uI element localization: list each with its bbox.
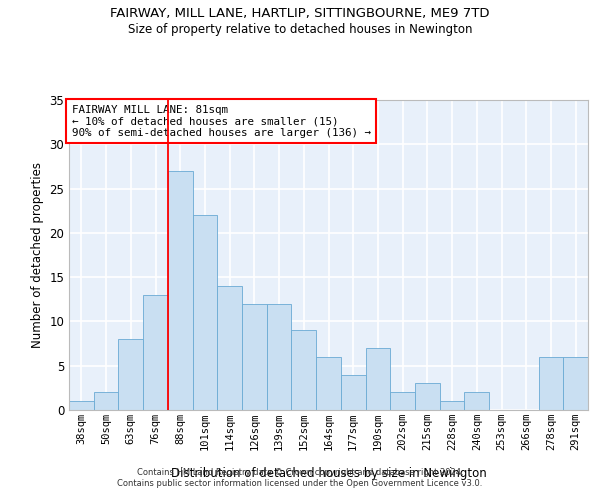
Bar — [168, 171, 193, 410]
Bar — [390, 392, 415, 410]
Bar — [69, 401, 94, 410]
Bar — [217, 286, 242, 410]
Text: FAIRWAY MILL LANE: 81sqm
← 10% of detached houses are smaller (15)
90% of semi-d: FAIRWAY MILL LANE: 81sqm ← 10% of detach… — [71, 104, 371, 138]
Bar — [316, 357, 341, 410]
Bar — [341, 374, 365, 410]
Bar — [415, 384, 440, 410]
Bar — [143, 295, 168, 410]
Bar — [267, 304, 292, 410]
Y-axis label: Number of detached properties: Number of detached properties — [31, 162, 44, 348]
Text: Size of property relative to detached houses in Newington: Size of property relative to detached ho… — [128, 22, 472, 36]
Bar — [539, 357, 563, 410]
Bar — [242, 304, 267, 410]
Bar — [193, 215, 217, 410]
Bar — [292, 330, 316, 410]
Bar — [94, 392, 118, 410]
Text: FAIRWAY, MILL LANE, HARTLIP, SITTINGBOURNE, ME9 7TD: FAIRWAY, MILL LANE, HARTLIP, SITTINGBOUR… — [110, 8, 490, 20]
Bar — [563, 357, 588, 410]
Bar — [118, 339, 143, 410]
Text: Distribution of detached houses by size in Newington: Distribution of detached houses by size … — [171, 468, 487, 480]
Bar — [365, 348, 390, 410]
Bar — [464, 392, 489, 410]
Text: Contains HM Land Registry data © Crown copyright and database right 2024.
Contai: Contains HM Land Registry data © Crown c… — [118, 468, 482, 487]
Bar — [440, 401, 464, 410]
